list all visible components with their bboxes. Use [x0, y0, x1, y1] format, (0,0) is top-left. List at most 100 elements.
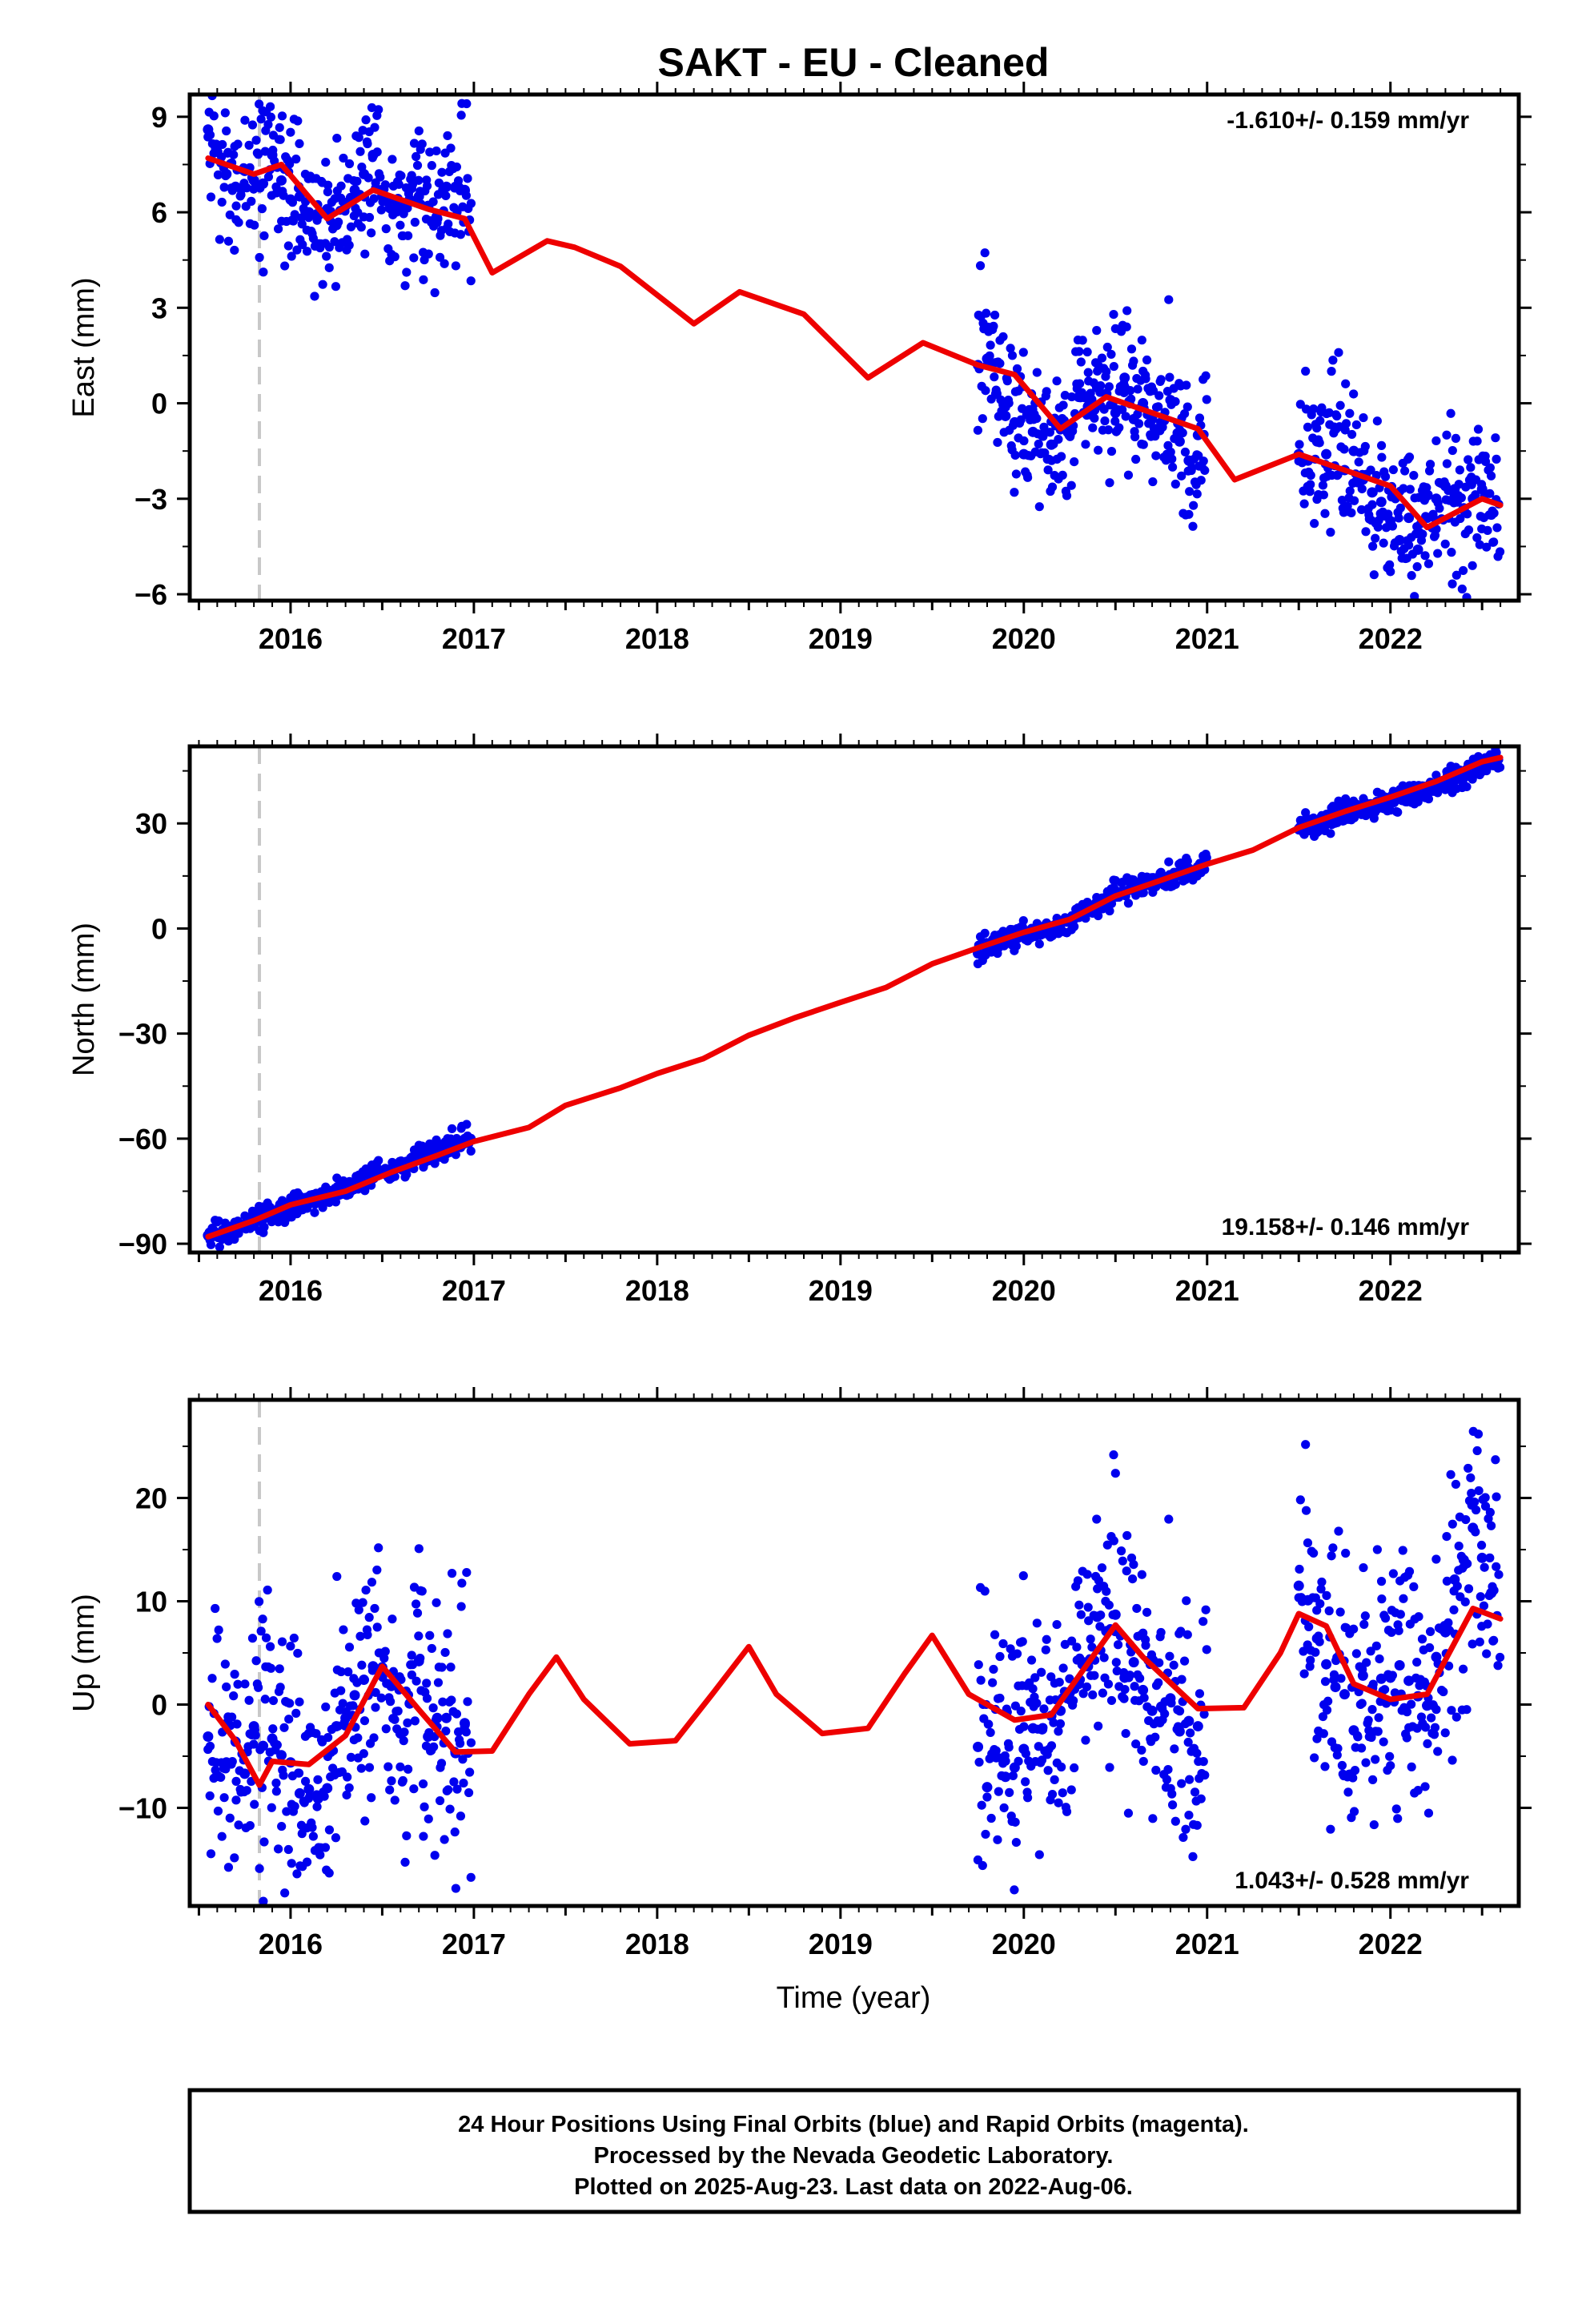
daily-position	[400, 1857, 410, 1867]
daily-position	[233, 1679, 243, 1689]
data-point	[1439, 480, 1451, 492]
daily-position	[1399, 1594, 1408, 1603]
y-axis-label: North (mm)	[67, 923, 101, 1076]
daily-position	[1199, 456, 1208, 466]
data-point	[1156, 1701, 1167, 1712]
daily-position	[1099, 1653, 1109, 1663]
daily-position	[451, 1884, 460, 1893]
daily-position	[1349, 389, 1359, 399]
daily-position	[280, 261, 290, 271]
daily-position	[1186, 1728, 1195, 1738]
daily-position	[249, 1739, 259, 1749]
daily-position	[1442, 1531, 1452, 1542]
daily-position	[396, 220, 405, 230]
daily-position	[1380, 472, 1391, 481]
daily-position	[1174, 1707, 1185, 1716]
daily-position	[1476, 1540, 1487, 1550]
daily-position	[232, 1719, 242, 1729]
daily-position	[1468, 561, 1477, 570]
daily-position	[1480, 1562, 1489, 1572]
x-tick-label: 2022	[1359, 622, 1423, 655]
data-point	[1110, 1609, 1121, 1620]
daily-position	[1446, 1470, 1456, 1479]
daily-position	[1188, 521, 1198, 531]
daily-position	[1361, 527, 1371, 537]
daily-position	[446, 143, 456, 153]
daily-position	[1479, 1601, 1489, 1610]
daily-position	[1372, 416, 1382, 426]
daily-position	[410, 1716, 420, 1726]
daily-position	[982, 1792, 992, 1802]
daily-position	[433, 1678, 444, 1687]
rate-annotation: -1.610+/- 0.159 mm/yr	[1227, 107, 1469, 134]
daily-position	[319, 1914, 327, 1923]
daily-position	[1070, 1763, 1079, 1773]
daily-position	[1078, 336, 1087, 345]
daily-position	[1067, 1636, 1077, 1646]
daily-position	[1480, 1493, 1490, 1502]
daily-position	[231, 201, 241, 211]
daily-position	[215, 1242, 224, 1252]
daily-position	[1052, 376, 1062, 386]
daily-position	[1392, 609, 1401, 618]
daily-position	[298, 239, 307, 250]
daily-position	[271, 1778, 281, 1788]
daily-position	[1129, 356, 1138, 366]
daily-position	[412, 160, 423, 171]
daily-position	[409, 139, 420, 148]
data-point	[203, 124, 214, 135]
data-point	[1476, 1552, 1488, 1563]
x-tick-label: 2022	[1359, 1274, 1423, 1307]
daily-position	[364, 1763, 375, 1772]
daily-position	[387, 1614, 397, 1624]
daily-position	[1334, 348, 1343, 357]
daily-position	[1120, 1684, 1130, 1695]
daily-position	[1047, 1789, 1058, 1799]
data-point	[1064, 429, 1075, 440]
daily-position	[1327, 1551, 1336, 1561]
data-point	[1468, 1522, 1479, 1534]
data-point	[1119, 372, 1130, 384]
daily-position	[1375, 1654, 1384, 1664]
daily-position	[1483, 1619, 1492, 1629]
data-point	[1412, 544, 1423, 555]
y-tick-label: −3	[135, 483, 167, 516]
data-point	[340, 1712, 351, 1723]
daily-position	[1170, 1816, 1180, 1826]
daily-position	[369, 1733, 379, 1743]
daily-position	[1482, 542, 1492, 552]
daily-position	[1042, 387, 1051, 396]
daily-position	[1151, 451, 1161, 460]
daily-position	[1105, 906, 1114, 916]
daily-position	[344, 159, 355, 169]
daily-position	[344, 1642, 355, 1652]
daily-position	[1447, 579, 1457, 589]
daily-position	[440, 1647, 450, 1658]
daily-position	[1369, 570, 1379, 580]
daily-position	[986, 1813, 996, 1823]
daily-position	[1163, 1764, 1173, 1775]
daily-position	[418, 1779, 428, 1789]
daily-position	[295, 139, 304, 149]
daily-position	[443, 1629, 452, 1638]
daily-position	[980, 1586, 990, 1596]
daily-position	[1043, 1766, 1053, 1775]
daily-position	[1328, 1543, 1338, 1553]
daily-position	[1052, 1619, 1062, 1630]
panels: 2016 2017 2018 2019 2020 2021 2022−6−30369East…	[67, 82, 1532, 1960]
daily-position	[1303, 422, 1313, 432]
daily-position	[1405, 485, 1415, 494]
data-point	[1018, 448, 1030, 460]
daily-position	[1170, 479, 1180, 489]
daily-position	[441, 191, 451, 201]
daily-position	[974, 1757, 984, 1767]
daily-position	[1473, 424, 1484, 434]
daily-position	[323, 187, 332, 197]
data-point	[1018, 1743, 1030, 1755]
y-axis-label: East (mm)	[67, 277, 101, 417]
daily-position	[1176, 1626, 1186, 1636]
daily-position	[1372, 1545, 1382, 1554]
daily-position	[1442, 1576, 1452, 1586]
daily-position	[1177, 471, 1186, 480]
daily-position	[1131, 454, 1141, 464]
